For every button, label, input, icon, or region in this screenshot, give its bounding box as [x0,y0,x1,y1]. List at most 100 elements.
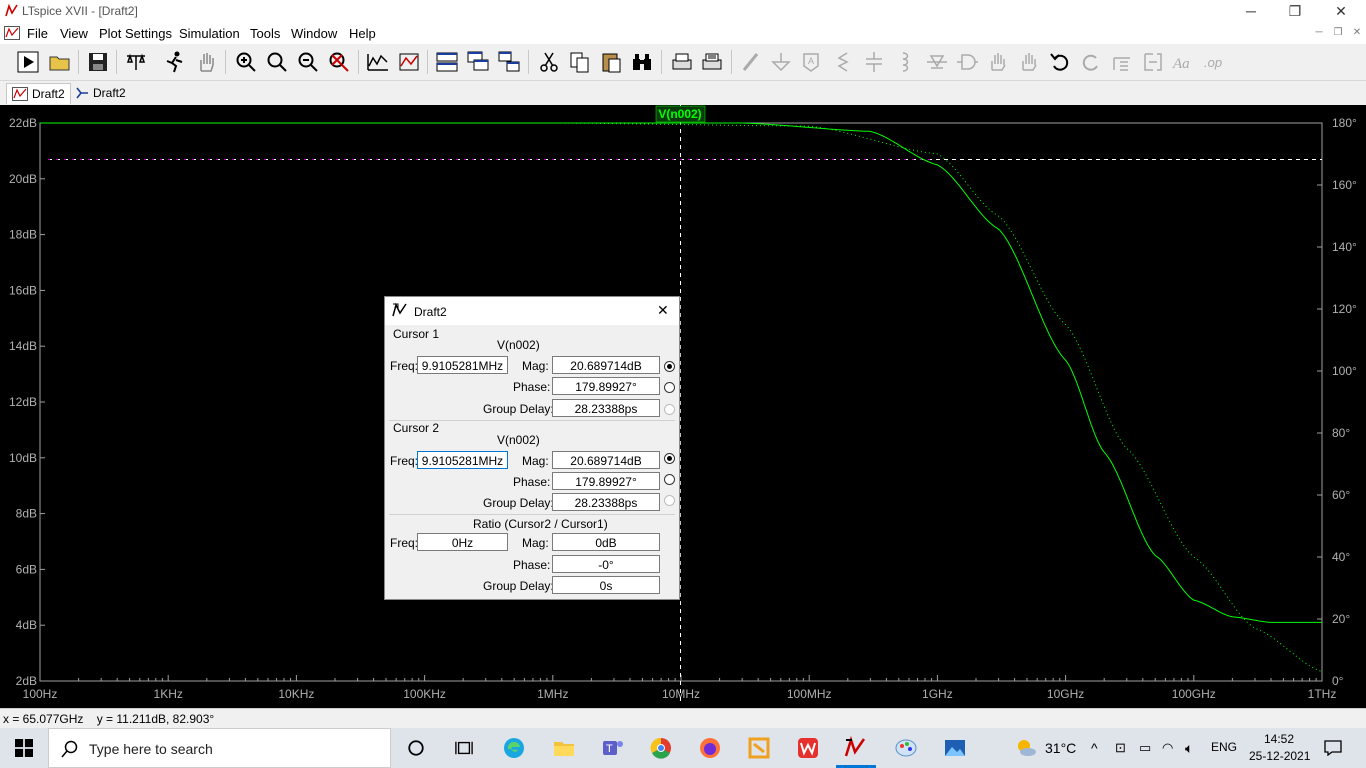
cursor2-mag-field[interactable]: 20.689714dB [552,451,660,469]
weather-temp[interactable]: 31°C [1045,740,1077,756]
plot-canvas[interactable]: 22dB 20dB 18dB 16dB 14dB 12dB 10dB 8dB 6dB 4dB 2dB… [0,105,1366,708]
language-indicator[interactable]: ENG [1211,740,1238,754]
zoom-cancel-icon[interactable] [325,49,353,75]
diode-icon[interactable] [923,49,951,75]
windows-start-icon[interactable] [10,734,38,762]
edge-browser-icon[interactable] [500,734,528,762]
zoom-in-icon[interactable] [232,49,260,75]
cursor1-group-delay-field[interactable]: 28.23388ps [552,399,660,417]
autorange-icon[interactable] [364,49,392,75]
mdi-minimize-button[interactable]: ─ [1315,27,1323,38]
mdi-restore-button[interactable]: ❐ [1333,27,1343,38]
mdi-close-button[interactable]: ✕ [1352,27,1362,38]
resistor-icon[interactable] [829,49,857,75]
halt-icon[interactable] [160,49,188,75]
find-binoculars-icon[interactable] [628,49,656,75]
cursor1-freq-field[interactable]: 9.9105281MHz [417,356,508,374]
zoom-full-icon[interactable] [263,49,291,75]
run-icon[interactable] [14,49,42,75]
tile-vertical-icon[interactable] [495,49,523,75]
cursor2-phase-field[interactable]: 179.89927° [552,472,660,490]
app-orange-icon[interactable] [745,734,773,762]
ratio-mag-field[interactable]: 0dB [552,533,660,551]
menu-file[interactable]: File [27,26,48,41]
open-folder-icon[interactable] [46,49,74,75]
tile-horizontal-icon[interactable] [433,49,461,75]
menu-view[interactable]: View [60,26,88,41]
file-explorer-icon[interactable] [550,734,578,762]
label-net-icon[interactable]: A [797,49,825,75]
chrome-icon[interactable] [647,734,675,762]
redo-icon[interactable] [1077,49,1105,75]
draw-wire-icon[interactable] [737,49,765,75]
waveform-doc-icon[interactable] [4,26,20,40]
cursor1-mag-field[interactable]: 20.689714dB [552,356,660,374]
ratio-freq-field[interactable]: 0Hz [417,533,508,551]
show-hidden-icons-icon[interactable]: ^ [1091,740,1098,756]
cursor2-mag-radio[interactable] [664,453,675,464]
cursor2-group-delay-field[interactable]: 28.23388ps [552,493,660,511]
menu-simulation[interactable]: Simulation [179,26,240,41]
cursor1-group-delay-radio[interactable] [664,404,675,415]
zoom-out-icon[interactable] [294,49,322,75]
close-button[interactable]: ✕ [1335,3,1347,19]
wifi-icon[interactable]: ◠ [1162,740,1174,755]
volume-icon[interactable]: 🔈︎ [1185,740,1194,756]
ratio-group-delay-field[interactable]: 0s [552,576,660,594]
teams-icon[interactable]: T [598,734,626,762]
ratio-phase-field[interactable]: -0° [552,555,660,573]
text-icon[interactable]: Aa [1170,49,1198,75]
component-icon[interactable] [953,49,981,75]
notifications-icon[interactable] [1324,740,1342,756]
drag-hand-icon[interactable] [1015,49,1043,75]
minimize-button[interactable]: ─ [1246,3,1256,19]
clock-date[interactable]: 25-12-2021 [1249,749,1311,763]
cursor1-phase-radio[interactable] [664,382,675,393]
autorange-y-icon[interactable] [395,49,423,75]
save-icon[interactable] [84,49,112,75]
cortana-icon[interactable] [402,734,430,762]
control-panel-icon[interactable] [122,49,150,75]
waveform-plot[interactable]: 22dB 20dB 18dB 16dB 14dB 12dB 10dB 8dB 6dB 4dB 2dB… [0,105,1366,708]
cursor2-phase-radio[interactable] [664,474,675,485]
mirror-icon[interactable] [1139,49,1167,75]
copy-icon[interactable] [566,49,594,75]
photos-icon[interactable] [941,734,969,762]
tab-schematic-draft2[interactable]: Draft2 [70,83,131,103]
tab-waveform-draft2[interactable]: Draft2 [6,83,71,104]
capacitor-icon[interactable] [860,49,888,75]
taskbar-search-box[interactable]: Type here to search [48,728,391,768]
cursor1-mag-radio[interactable] [664,361,675,372]
cursor1-phase-field[interactable]: 179.89927° [552,377,660,395]
restore-button[interactable]: ❐ [1288,3,1302,19]
trace-label[interactable]: V(n002) [655,105,706,123]
task-view-icon[interactable] [450,734,478,762]
cursor2-freq-field[interactable]: 9.9105281MHz [417,451,508,469]
dialog-close-button[interactable]: ✕ [657,302,669,318]
ground-icon[interactable] [767,49,795,75]
cursor2-group-delay-radio[interactable] [664,495,675,506]
firefox-icon[interactable] [696,734,724,762]
paint-icon[interactable] [892,734,920,762]
print-icon[interactable] [668,49,696,75]
pan-hand-icon[interactable] [192,49,220,75]
paste-icon[interactable] [597,49,625,75]
menu-window[interactable]: Window [291,26,338,41]
menu-plot-settings[interactable]: Plot Settings [99,26,172,41]
battery-icon[interactable]: ▭ [1139,740,1152,755]
inductor-icon[interactable] [891,49,919,75]
undo-icon[interactable] [1046,49,1074,75]
rotate-icon[interactable] [1108,49,1136,75]
spice-directive-icon[interactable]: .op [1201,49,1229,75]
print-setup-icon[interactable] [698,49,726,75]
menu-help[interactable]: Help [349,26,376,41]
cut-icon[interactable] [535,49,563,75]
wps-office-icon[interactable] [794,734,822,762]
move-hand-icon[interactable] [984,49,1012,75]
cascade-icon[interactable] [464,49,492,75]
ltspice-taskbar-icon[interactable] [842,734,870,762]
weather-icon[interactable] [1012,734,1040,762]
clock-time[interactable]: 14:52 [1264,732,1295,746]
menu-tools[interactable]: Tools [250,26,281,41]
network-app-icon[interactable]: ⊡ [1115,740,1126,755]
